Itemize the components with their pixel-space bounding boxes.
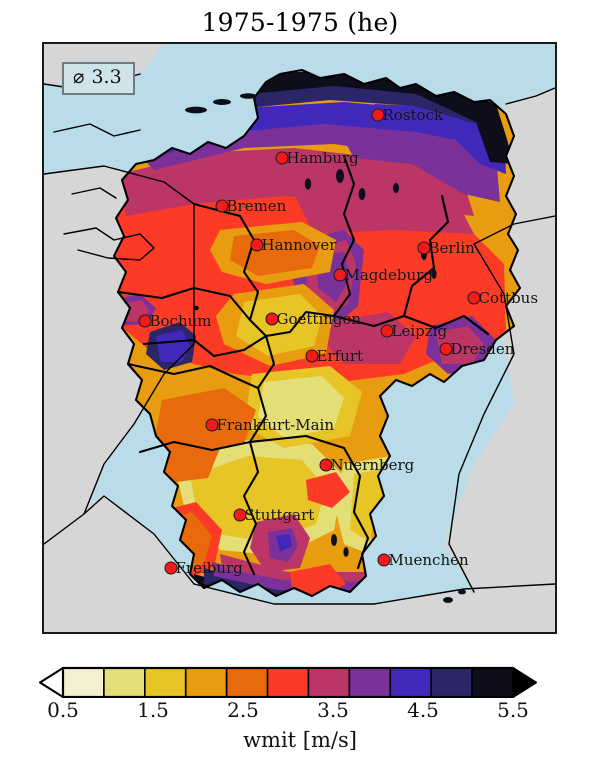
city-dot-icon bbox=[233, 508, 247, 522]
city-marker[interactable]: Magdeburg bbox=[333, 266, 433, 284]
page-title: 1975-1975 (he) bbox=[201, 8, 399, 37]
city-marker[interactable]: Goettingen bbox=[265, 310, 361, 328]
city-label: Cottbus bbox=[478, 288, 539, 307]
colorbar[interactable]: 0.5 1.5 2.5 3.5 4.5 5.5 wmit [m/s] bbox=[0, 652, 600, 780]
colorbar-tick-label: 1.5 bbox=[137, 698, 169, 722]
city-dot-icon bbox=[439, 342, 453, 356]
colorbar-band bbox=[348, 667, 392, 698]
colorbar-tick-label: 2.5 bbox=[227, 698, 259, 722]
city-dot-icon bbox=[371, 108, 385, 122]
colorbar-over-arrow bbox=[512, 667, 537, 698]
city-dot-icon bbox=[319, 458, 333, 472]
mean-symbol: ⌀ bbox=[73, 66, 85, 88]
city-dot-icon bbox=[275, 151, 289, 165]
map-canvas: ⌀ 3.3 Hamburg Rostock Bremen Hannover Berlin M… bbox=[44, 44, 555, 632]
map-panel[interactable]: ⌀ 3.3 Hamburg Rostock Bremen Hannover Berlin M… bbox=[42, 42, 557, 634]
city-label: Hannover bbox=[261, 235, 337, 254]
city-marker[interactable]: Nuernberg bbox=[319, 456, 414, 474]
city-dot-icon bbox=[265, 312, 279, 326]
city-dot-icon bbox=[215, 199, 229, 213]
colorbar-tick-label: 4.5 bbox=[407, 698, 439, 722]
colorbar-under-arrow bbox=[39, 667, 64, 698]
colorbar-band bbox=[389, 667, 432, 698]
colorbar-swatches bbox=[39, 666, 537, 698]
city-marker[interactable]: Muenchen bbox=[377, 551, 469, 569]
colorbar-tick-label: 0.5 bbox=[47, 698, 79, 722]
city-label: Hamburg bbox=[286, 148, 359, 167]
city-dot-icon bbox=[467, 291, 481, 305]
city-label: Rostock bbox=[382, 105, 444, 124]
city-marker[interactable]: Frankfurt-Main bbox=[205, 416, 334, 434]
colorbar-outline bbox=[61, 666, 515, 698]
city-marker[interactable]: Cottbus bbox=[467, 289, 538, 307]
city-marker[interactable]: Freiburg bbox=[164, 559, 243, 577]
colorbar-tick-label: 5.5 bbox=[497, 698, 529, 722]
colorbar-axis-label: wmit [m/s] bbox=[243, 728, 357, 752]
map-raster bbox=[44, 44, 555, 632]
city-label: Goettingen bbox=[276, 309, 362, 328]
city-marker[interactable]: Hamburg bbox=[275, 149, 359, 167]
city-marker[interactable]: Leipzig bbox=[380, 322, 447, 340]
colorbar-band bbox=[307, 667, 351, 698]
city-marker[interactable]: Bochum bbox=[138, 312, 212, 330]
city-marker[interactable]: Erfurt bbox=[305, 347, 363, 365]
city-label: Nuernberg bbox=[330, 455, 415, 474]
city-label: Muenchen bbox=[388, 550, 469, 569]
city-label: Erfurt bbox=[316, 346, 364, 365]
colorbar-band bbox=[184, 667, 228, 698]
city-dot-icon bbox=[205, 418, 219, 432]
colorbar-band bbox=[62, 667, 105, 698]
city-dot-icon bbox=[333, 268, 347, 282]
city-dot-icon bbox=[305, 349, 319, 363]
city-marker[interactable]: Dresden bbox=[439, 340, 514, 358]
city-label: Magdeburg bbox=[344, 265, 433, 284]
city-label: Bremen bbox=[226, 196, 287, 215]
city-marker[interactable]: Berlin bbox=[417, 239, 475, 257]
city-marker[interactable]: Rostock bbox=[371, 106, 443, 124]
city-dot-icon bbox=[380, 324, 394, 338]
city-label: Bochum bbox=[149, 311, 212, 330]
city-dot-icon bbox=[377, 553, 391, 567]
city-label: Leipzig bbox=[391, 321, 448, 340]
city-dot-icon bbox=[417, 241, 431, 255]
colorbar-tick-labels: 0.5 1.5 2.5 3.5 4.5 5.5 bbox=[0, 698, 600, 728]
colorbar-band bbox=[266, 667, 310, 698]
city-label: Berlin bbox=[428, 238, 475, 257]
colorbar-band bbox=[471, 667, 514, 698]
city-label: Dresden bbox=[450, 339, 515, 358]
city-label: Stuttgart bbox=[244, 505, 315, 524]
colorbar-tick-label: 3.5 bbox=[317, 698, 349, 722]
colorbar-band bbox=[103, 667, 146, 698]
city-marker[interactable]: Stuttgart bbox=[233, 506, 314, 524]
mean-value: 3.3 bbox=[91, 66, 122, 88]
domain-mean-badge: ⌀ 3.3 bbox=[62, 62, 135, 95]
colorbar-band bbox=[144, 667, 187, 698]
colorbar-band bbox=[430, 667, 473, 698]
city-dot-icon bbox=[250, 238, 264, 252]
city-marker[interactable]: Hannover bbox=[250, 236, 336, 254]
city-marker[interactable]: Bremen bbox=[215, 197, 286, 215]
city-dot-icon bbox=[138, 314, 152, 328]
colorbar-band bbox=[225, 667, 269, 698]
city-label: Frankfurt-Main bbox=[216, 415, 335, 434]
city-dot-icon bbox=[164, 561, 178, 575]
city-label: Freiburg bbox=[175, 558, 243, 577]
